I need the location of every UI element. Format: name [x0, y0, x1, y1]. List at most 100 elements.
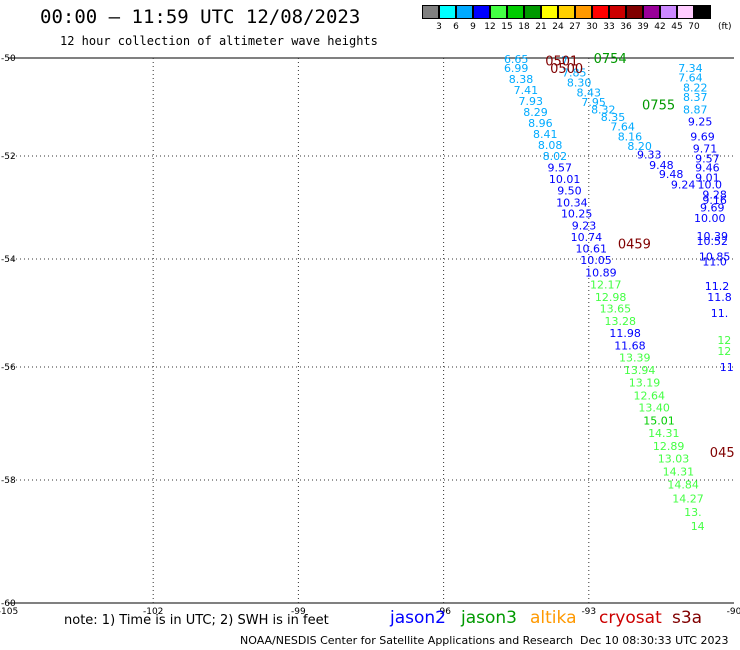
colorbar-swatch	[660, 5, 677, 19]
wave-height-value: 9.23	[572, 220, 597, 233]
colorbar-label: 3	[436, 22, 442, 32]
wave-height-value: 11.98	[609, 327, 641, 340]
wave-height-value: 7	[561, 54, 568, 67]
wave-height-value: 8.16	[618, 130, 643, 143]
lon-tick-label: -99	[291, 607, 306, 617]
lon-tick-label: -105	[0, 607, 18, 617]
pass-time-label: 045	[710, 446, 735, 461]
wave-height-value: 9.57	[548, 161, 573, 174]
pass-time-label: 0755	[642, 99, 675, 114]
wave-height-value: 13.28	[605, 315, 637, 328]
wave-height-value: 13.40	[638, 402, 670, 415]
wave-height-value: 11.2	[705, 280, 730, 293]
pass-time-label: 0459	[618, 238, 651, 253]
wave-height-value: 8.02	[543, 150, 568, 163]
wave-height-value: 7.64	[678, 72, 703, 85]
wave-height-value: 14.84	[667, 478, 699, 491]
wave-height-value: 8.32	[591, 103, 616, 116]
lat-tick-label: -54	[1, 255, 16, 265]
wave-height-value: 9.24	[671, 178, 696, 191]
colorbar-swatch	[439, 5, 456, 19]
wave-height-value: 7.85	[562, 67, 587, 80]
axis-labels: -105 -102 -99 -96 -93 -90 -50 -52 -54 -56 -58 -60	[0, 54, 740, 617]
credit-text: NOAA/NESDIS Center for Satellite Applica…	[240, 634, 574, 647]
colorbar-label: 45	[671, 22, 683, 32]
wave-height-points: 6.656.998.387.417.938.298.968.418.088.02…	[504, 53, 734, 533]
page-subtitle: 12 hour collection of altimeter wave hei…	[60, 34, 378, 48]
colorbar-swatch	[541, 5, 558, 19]
wave-height-value: 11.68	[614, 339, 646, 352]
wave-height-value: 9.50	[557, 185, 582, 198]
wave-height-value: 10.25	[561, 208, 593, 221]
wave-height-value: 9.57	[695, 153, 720, 166]
wave-height-value: 10.74	[571, 231, 603, 244]
lat-tick-label: -58	[1, 476, 16, 486]
wave-height-value: 7.41	[514, 84, 539, 97]
colorbar-label: 12	[484, 22, 496, 32]
wave-height-value: 13.19	[629, 376, 661, 389]
wave-height-value: 6.65	[504, 53, 529, 66]
colorbar-label: 15	[501, 22, 513, 32]
wave-height-value: 7.34	[678, 62, 703, 75]
colorbar-label: 30	[586, 22, 598, 32]
colorbar-swatch	[609, 5, 626, 19]
colorbar-swatch	[592, 5, 609, 19]
wave-height-value: 11.0	[702, 256, 727, 269]
wave-height-value: 8.96	[528, 117, 553, 130]
wave-height-value: 9.69	[700, 202, 725, 215]
wave-height-value: 14.31	[663, 466, 695, 479]
wave-height-value: 12.98	[595, 291, 627, 304]
wave-height-value: 13.	[684, 506, 702, 519]
wave-height-value: 9.46	[695, 161, 720, 174]
legend-jason2: jason2	[390, 608, 446, 628]
colorbar-label: 33	[603, 22, 615, 32]
wave-height-value: 13.65	[600, 303, 632, 316]
wave-height-value: 9.16	[702, 194, 727, 207]
wave-height-value: 9.25	[688, 116, 713, 129]
wave-height-value: 10.85	[699, 250, 731, 263]
wave-height-value: 14.27	[672, 492, 704, 505]
lat-tick-label: -50	[1, 54, 16, 64]
grid-layer	[8, 57, 734, 604]
wave-height-value: 8.29	[523, 106, 548, 119]
wave-height-value: 8.37	[683, 91, 708, 104]
colorbar-label: 18	[518, 22, 530, 32]
lon-tick-label: -90	[727, 607, 740, 617]
colorbar-label: 27	[569, 22, 581, 32]
wave-height-value: 10.39	[696, 230, 728, 243]
colorbar-label: 21	[535, 22, 547, 32]
lat-tick-label: -52	[1, 152, 16, 162]
lon-tick-label: -102	[143, 607, 163, 617]
wave-height-value: 15.01	[643, 415, 675, 428]
wave-height-value: 10.00	[694, 212, 726, 225]
wave-height-value: 8.22	[683, 81, 708, 94]
lat-tick-label: -56	[1, 363, 16, 373]
colorbar-swatch	[677, 5, 694, 19]
wave-height-value: 8.38	[509, 73, 534, 86]
wave-height-value: 12	[717, 345, 731, 358]
wave-height-value: 7.93	[518, 95, 543, 108]
lat-tick-label: -60	[1, 599, 16, 609]
colorbar-label: 24	[552, 22, 564, 32]
wave-height-value: 11.	[711, 307, 729, 320]
colorbar-swatch	[507, 5, 524, 19]
wave-height-value: 9.71	[693, 143, 718, 156]
colorbar-swatch	[694, 5, 711, 19]
wave-height-value: 8.87	[683, 103, 708, 116]
lon-tick-label: -96	[436, 607, 451, 617]
colorbar-swatch	[490, 5, 507, 19]
wave-height-value: 9.33	[637, 149, 662, 162]
wave-height-value: 7.95	[581, 96, 606, 109]
wave-height-value: 9.69	[690, 130, 715, 143]
colorbar-label: 9	[470, 22, 476, 32]
wave-height-value: 10.0	[698, 178, 723, 191]
wave-height-value: 12.64	[634, 389, 666, 402]
wave-height-value: 6.99	[504, 62, 529, 75]
wave-height-value: 13.39	[619, 351, 651, 364]
colorbar-swatch	[558, 5, 575, 19]
wave-height-value: 9.01	[695, 172, 720, 185]
legend-altika: altika	[530, 608, 577, 628]
wave-height-value: 10.52	[696, 235, 728, 248]
colorbar-label: 36	[620, 22, 632, 32]
